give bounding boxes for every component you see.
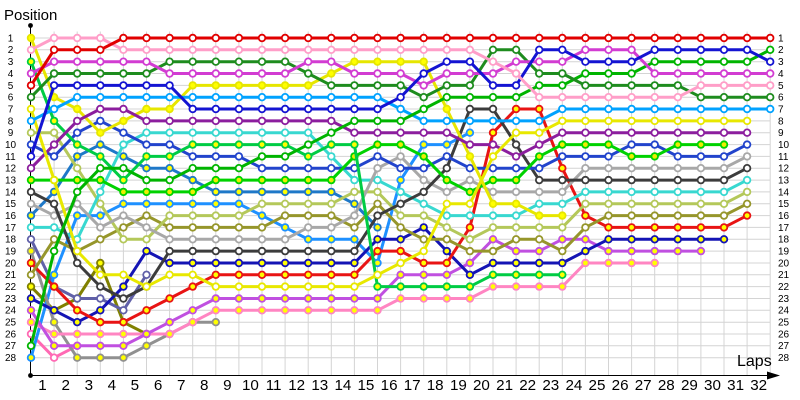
svg-text:7: 7 <box>177 377 185 394</box>
svg-text:18: 18 <box>778 235 790 246</box>
svg-text:28: 28 <box>778 353 790 364</box>
svg-text:14: 14 <box>778 187 790 198</box>
svg-text:3: 3 <box>8 57 14 68</box>
svg-text:8: 8 <box>8 116 14 127</box>
svg-text:25: 25 <box>778 318 790 329</box>
svg-text:31: 31 <box>727 377 744 394</box>
svg-text:26: 26 <box>612 377 629 394</box>
svg-text:4: 4 <box>8 69 14 80</box>
svg-text:14: 14 <box>5 187 17 198</box>
svg-text:11: 11 <box>5 152 16 163</box>
svg-text:13: 13 <box>778 176 790 187</box>
svg-text:25: 25 <box>5 318 17 329</box>
svg-text:21: 21 <box>5 270 17 281</box>
svg-text:1: 1 <box>38 377 46 394</box>
svg-text:15: 15 <box>778 199 790 210</box>
svg-text:29: 29 <box>681 377 698 394</box>
svg-text:16: 16 <box>5 211 17 222</box>
svg-text:22: 22 <box>5 282 17 293</box>
svg-text:5: 5 <box>8 81 14 92</box>
svg-text:12: 12 <box>288 377 305 394</box>
svg-text:Position: Position <box>4 7 57 24</box>
svg-text:8: 8 <box>778 116 784 127</box>
svg-text:27: 27 <box>5 341 17 352</box>
svg-text:9: 9 <box>778 128 784 139</box>
svg-text:20: 20 <box>5 258 17 269</box>
svg-text:9: 9 <box>223 377 231 394</box>
svg-text:25: 25 <box>589 377 606 394</box>
svg-text:15: 15 <box>357 377 374 394</box>
svg-text:20: 20 <box>778 258 790 269</box>
svg-text:15: 15 <box>5 199 17 210</box>
svg-text:13: 13 <box>311 377 328 394</box>
svg-text:12: 12 <box>778 164 790 175</box>
svg-text:14: 14 <box>334 377 351 394</box>
svg-text:5: 5 <box>131 377 139 394</box>
svg-text:28: 28 <box>5 353 17 364</box>
svg-text:1: 1 <box>8 33 14 44</box>
svg-text:19: 19 <box>5 247 17 258</box>
svg-text:10: 10 <box>5 140 17 151</box>
svg-text:11: 11 <box>778 152 789 163</box>
svg-text:2: 2 <box>778 45 784 56</box>
svg-text:27: 27 <box>635 377 652 394</box>
svg-text:28: 28 <box>658 377 675 394</box>
svg-text:10: 10 <box>242 377 259 394</box>
svg-text:9: 9 <box>8 128 14 139</box>
svg-text:5: 5 <box>778 81 784 92</box>
svg-text:21: 21 <box>778 270 790 281</box>
svg-text:24: 24 <box>5 306 17 317</box>
svg-text:16: 16 <box>381 377 398 394</box>
svg-text:3: 3 <box>85 377 93 394</box>
svg-text:10: 10 <box>778 140 790 151</box>
svg-text:17: 17 <box>778 223 790 234</box>
svg-text:23: 23 <box>778 294 790 305</box>
svg-text:16: 16 <box>778 211 790 222</box>
svg-text:20: 20 <box>473 377 490 394</box>
svg-text:23: 23 <box>5 294 17 305</box>
svg-text:6: 6 <box>778 93 784 104</box>
svg-text:22: 22 <box>519 377 536 394</box>
svg-text:1: 1 <box>778 33 784 44</box>
svg-text:18: 18 <box>427 377 444 394</box>
svg-text:3: 3 <box>778 57 784 68</box>
svg-text:24: 24 <box>778 306 790 317</box>
svg-text:26: 26 <box>5 329 17 340</box>
svg-text:26: 26 <box>778 329 790 340</box>
svg-text:19: 19 <box>450 377 467 394</box>
svg-text:2: 2 <box>8 45 14 56</box>
svg-text:Laps: Laps <box>737 353 772 370</box>
svg-text:11: 11 <box>266 377 282 394</box>
svg-text:23: 23 <box>542 377 559 394</box>
svg-text:21: 21 <box>496 377 513 394</box>
svg-text:4: 4 <box>778 69 784 80</box>
svg-text:6: 6 <box>8 93 14 104</box>
svg-text:22: 22 <box>778 282 790 293</box>
svg-text:6: 6 <box>154 377 162 394</box>
svg-text:12: 12 <box>5 164 17 175</box>
svg-text:4: 4 <box>108 377 116 394</box>
svg-text:2: 2 <box>61 377 69 394</box>
svg-text:30: 30 <box>704 377 721 394</box>
svg-text:7: 7 <box>778 104 784 115</box>
svg-text:27: 27 <box>778 341 790 352</box>
svg-text:32: 32 <box>750 377 767 394</box>
svg-text:19: 19 <box>778 247 790 258</box>
svg-text:13: 13 <box>5 176 17 187</box>
svg-text:8: 8 <box>200 377 208 394</box>
svg-text:17: 17 <box>404 377 421 394</box>
svg-text:7: 7 <box>8 104 14 115</box>
svg-text:24: 24 <box>565 377 582 394</box>
svg-text:17: 17 <box>5 223 17 234</box>
svg-text:18: 18 <box>5 235 17 246</box>
